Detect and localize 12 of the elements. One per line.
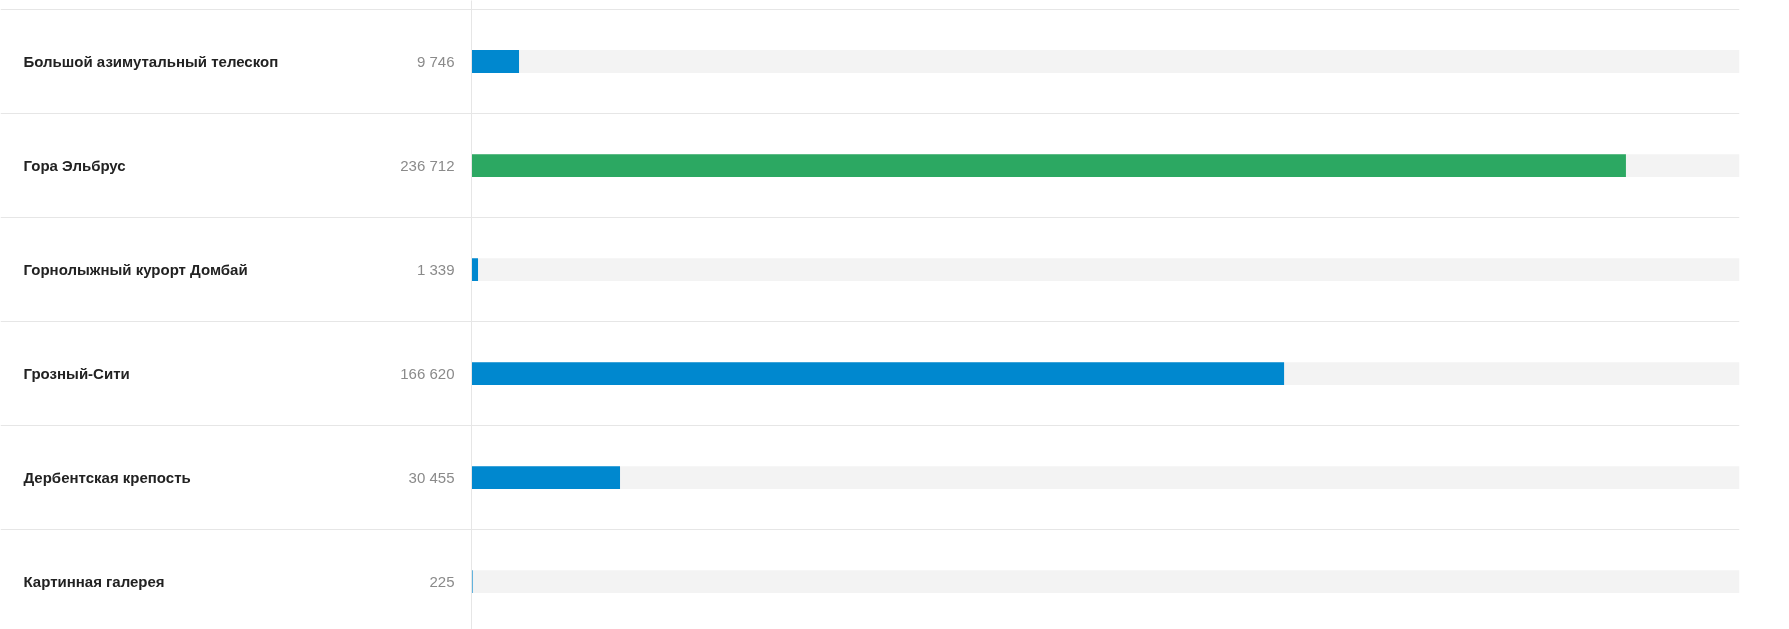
data-label: 236 712 (400, 157, 455, 175)
data-label: 9 746 (416, 53, 455, 71)
data-label: 30 455 (408, 469, 455, 487)
y-tick-label: Дербентская крепость (23, 469, 191, 487)
data-label: 1 339 (416, 261, 455, 279)
y-tick-label: Гора Эльбрус (23, 157, 126, 175)
y-tick-label: Картинная галерея (23, 573, 165, 591)
data-label: 225 (429, 572, 455, 590)
y-tick-label: Большой азимутальный телескоп (23, 53, 279, 71)
y-tick-label: Горнолыжный курорт Домбай (23, 261, 248, 279)
y-tick-label: Грозный-Сити (23, 365, 130, 383)
data-label: 166 620 (400, 365, 455, 383)
